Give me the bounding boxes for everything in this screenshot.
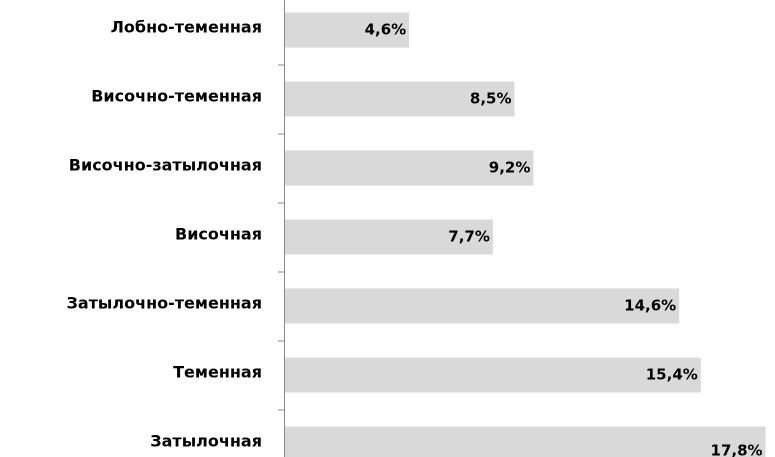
category-label: Лобно-теменная xyxy=(111,18,262,37)
category-label: Затылочно-теменная xyxy=(66,294,262,313)
category-label: Височная xyxy=(175,225,262,244)
data-label: 7,7% xyxy=(448,228,490,246)
data-label: 17,8% xyxy=(711,442,763,457)
bar xyxy=(285,288,680,324)
bar xyxy=(285,81,515,117)
bar xyxy=(285,150,534,186)
data-label: 8,5% xyxy=(470,90,512,108)
bar xyxy=(285,219,493,255)
category-label: Височно-теменная xyxy=(91,87,262,106)
data-label: 4,6% xyxy=(365,21,407,39)
data-label: 14,6% xyxy=(624,297,676,315)
data-label: 15,4% xyxy=(646,366,698,384)
category-label: Затылочная xyxy=(150,432,262,451)
category-label: Теменная xyxy=(173,363,262,382)
bar xyxy=(285,357,701,393)
bar xyxy=(285,426,766,457)
bar xyxy=(285,12,410,48)
data-label: 9,2% xyxy=(489,159,531,177)
category-label: Височно-затылочная xyxy=(69,156,262,175)
